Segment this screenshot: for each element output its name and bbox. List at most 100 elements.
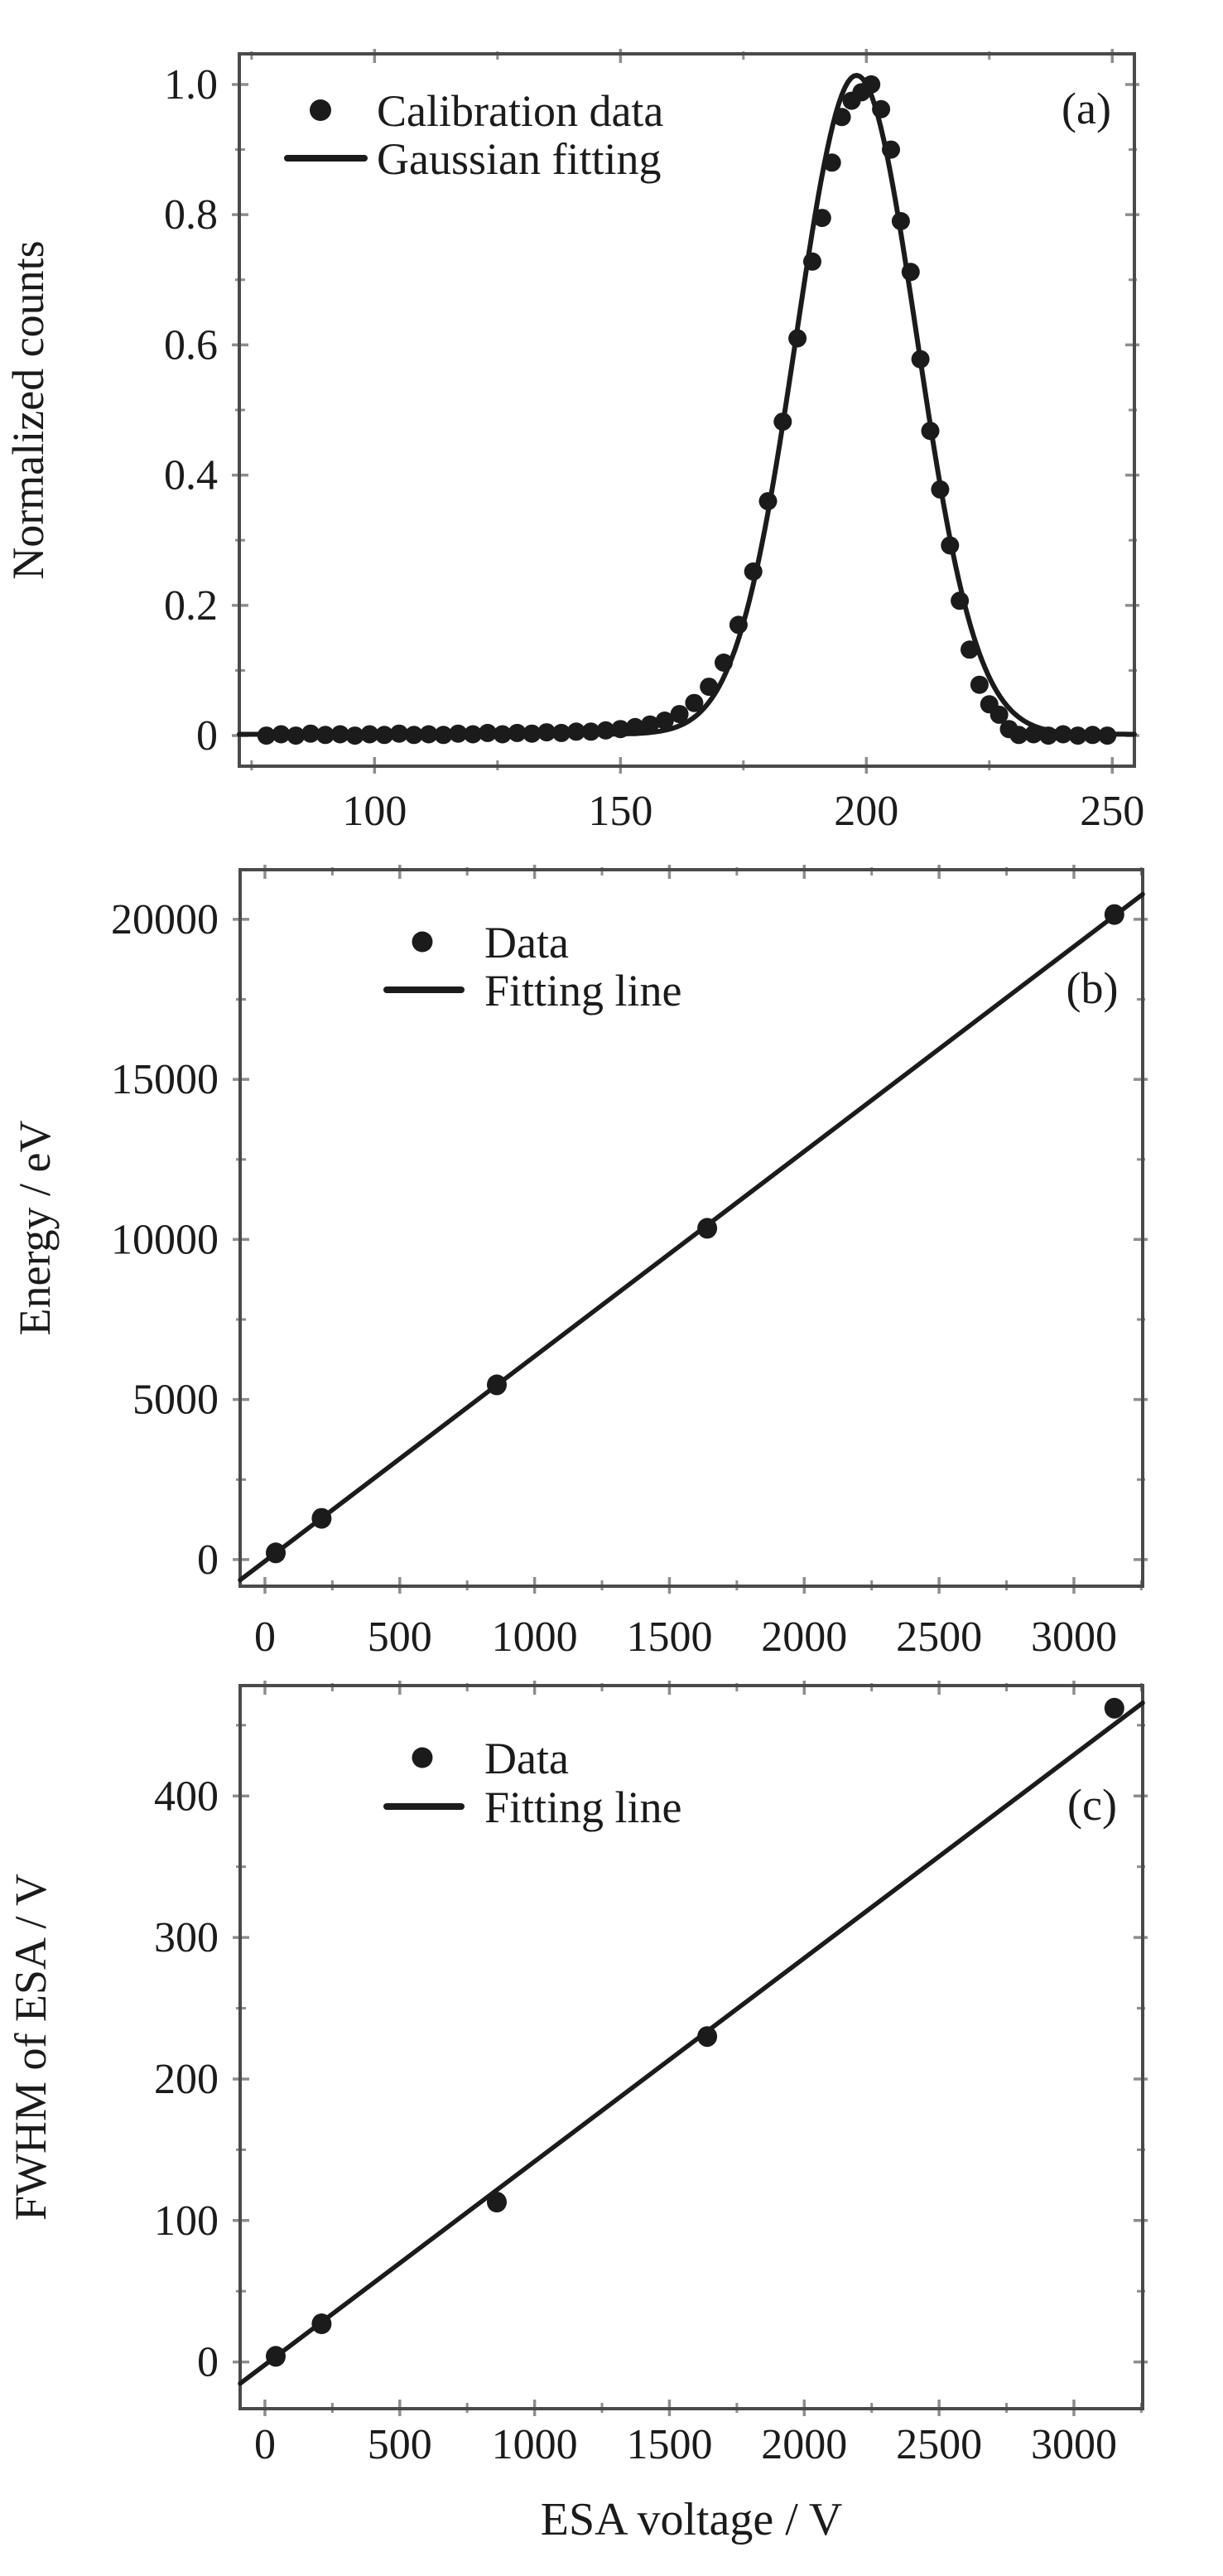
data-point	[286, 726, 306, 745]
data-point	[449, 724, 468, 743]
data-point	[773, 412, 792, 432]
data-point	[812, 209, 831, 228]
panel-label: (a)	[1062, 84, 1111, 133]
data-point	[729, 615, 748, 634]
data-point	[266, 1542, 286, 1564]
data-point	[941, 536, 960, 555]
y-tick-label: 100	[154, 2197, 219, 2245]
x-axis-label: ESA voltage / V	[541, 2494, 843, 2545]
legend-label: Gaussian fitting	[377, 134, 661, 184]
fit-line	[238, 1700, 1145, 2386]
data-point	[697, 1218, 718, 1239]
y-tick-label: 0.6	[164, 321, 218, 369]
chart-b: 0 500 1000 1500 2000 2500 3000 0 5000 10000 15000 2…	[10, 865, 1148, 1661]
minor-tick-marks	[235, 51, 1137, 770]
data-point	[478, 723, 497, 742]
data-point	[1098, 726, 1117, 745]
data-point	[891, 212, 910, 230]
y-tick-label: 0	[197, 2339, 219, 2386]
data-point	[961, 640, 979, 659]
legend-label: Data	[484, 1734, 569, 1783]
x-tick-label: 1500	[626, 1614, 712, 1661]
y-tick-label: 0.8	[164, 191, 218, 239]
data-point	[700, 678, 719, 697]
data-point	[311, 1507, 332, 1529]
data-point	[272, 725, 291, 744]
x-tick-label: 0	[254, 1614, 276, 1661]
data-point	[537, 723, 556, 742]
x-tick-label: 250	[1080, 788, 1144, 835]
data-point	[390, 724, 408, 743]
plot-frame	[238, 1684, 1144, 2410]
x-tick-label: 0	[254, 2421, 276, 2468]
data-point	[1068, 726, 1087, 745]
data-point	[882, 140, 900, 159]
data-point	[921, 422, 940, 441]
data-point	[493, 725, 512, 744]
data-point	[464, 725, 483, 744]
data-point	[315, 726, 335, 745]
x-tick-label: 1500	[626, 2421, 712, 2468]
data-point	[670, 705, 689, 724]
data-point	[989, 705, 1009, 724]
y-axis-label: FWHM of ESA / V	[6, 1874, 55, 2221]
data-point	[508, 723, 527, 742]
legend-marker-dot	[310, 99, 331, 121]
data-point	[911, 350, 930, 369]
series-points	[266, 904, 1124, 1564]
x-tick-label: 1000	[492, 2421, 578, 2468]
data-point	[697, 2026, 718, 2048]
y-axis-label: Normalized counts	[3, 240, 53, 579]
x-tick-label: 3000	[1031, 2421, 1117, 2468]
x-tick-label: 200	[834, 788, 898, 835]
x-tick-label: 2000	[761, 1614, 847, 1661]
data-point	[611, 720, 630, 739]
data-point	[832, 108, 851, 127]
series-points	[257, 75, 1117, 745]
data-point	[1104, 1697, 1124, 1719]
data-point	[744, 562, 763, 581]
y-tick-label: 0.4	[164, 452, 218, 499]
data-point	[803, 252, 821, 271]
data-point	[626, 717, 645, 736]
data-point	[872, 99, 891, 118]
y-tick-label: 300	[154, 1914, 219, 1961]
data-point	[1053, 725, 1072, 744]
panel-label: (c)	[1067, 1780, 1117, 1830]
minor-tick-marks	[236, 1683, 1145, 2413]
fit-curve	[237, 73, 1137, 737]
x-tick-label: 150	[588, 788, 652, 835]
x-tick-label: 2500	[896, 2421, 982, 2468]
plot-frame	[238, 868, 1144, 1588]
x-tick-label: 500	[368, 2421, 432, 2468]
data-point	[951, 591, 970, 610]
data-point	[862, 75, 881, 94]
data-point	[1024, 725, 1043, 744]
data-point	[360, 725, 379, 744]
x-tick-label: 3000	[1031, 1614, 1117, 1661]
data-point	[487, 2192, 507, 2213]
y-tick-label: 400	[154, 1773, 219, 1820]
panel-label: (b)	[1067, 963, 1119, 1013]
x-tick-label: 500	[368, 1614, 432, 1661]
y-tick-label: 5000	[132, 1377, 219, 1424]
data-point	[404, 726, 423, 745]
x-tick-label: 100	[342, 788, 407, 835]
y-tick-label: 0	[197, 1536, 219, 1584]
legend-label: Calibration data	[377, 86, 663, 136]
data-point	[1104, 904, 1124, 925]
data-point	[419, 725, 438, 744]
fit-line	[238, 891, 1145, 1583]
data-point	[311, 2313, 332, 2334]
tick-marks	[233, 1681, 1148, 2416]
data-point	[788, 329, 807, 348]
data-point	[257, 726, 276, 745]
data-point	[655, 712, 674, 730]
data-point	[901, 263, 920, 282]
data-point	[641, 715, 659, 734]
data-point	[758, 492, 778, 511]
